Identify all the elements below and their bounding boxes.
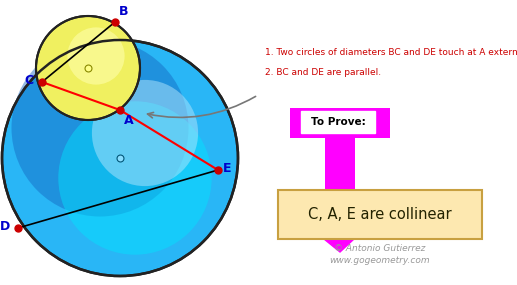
Circle shape [92, 80, 198, 186]
Circle shape [2, 40, 238, 276]
FancyBboxPatch shape [278, 190, 482, 239]
Text: 1. Two circles of diameters BC and DE touch at A externally.: 1. Two circles of diameters BC and DE to… [265, 48, 517, 57]
Text: C: C [24, 74, 33, 87]
FancyBboxPatch shape [301, 111, 375, 133]
Circle shape [11, 40, 189, 217]
Circle shape [36, 16, 140, 120]
Polygon shape [292, 213, 382, 252]
FancyBboxPatch shape [290, 108, 390, 138]
Text: A: A [124, 114, 133, 127]
FancyBboxPatch shape [325, 138, 355, 213]
Text: C, A, E are collinear: C, A, E are collinear [308, 207, 452, 222]
Text: D: D [0, 220, 10, 233]
Text: To Prove:: To Prove: [311, 117, 366, 127]
Circle shape [67, 27, 125, 85]
Circle shape [58, 101, 211, 255]
Text: B: B [119, 5, 129, 18]
Text: 2. BC and DE are parallel.: 2. BC and DE are parallel. [265, 68, 381, 77]
Text: E: E [223, 162, 232, 175]
Text: © Antonio Gutierrez: © Antonio Gutierrez [334, 244, 425, 253]
Text: www.gogeometry.com: www.gogeometry.com [330, 256, 430, 265]
